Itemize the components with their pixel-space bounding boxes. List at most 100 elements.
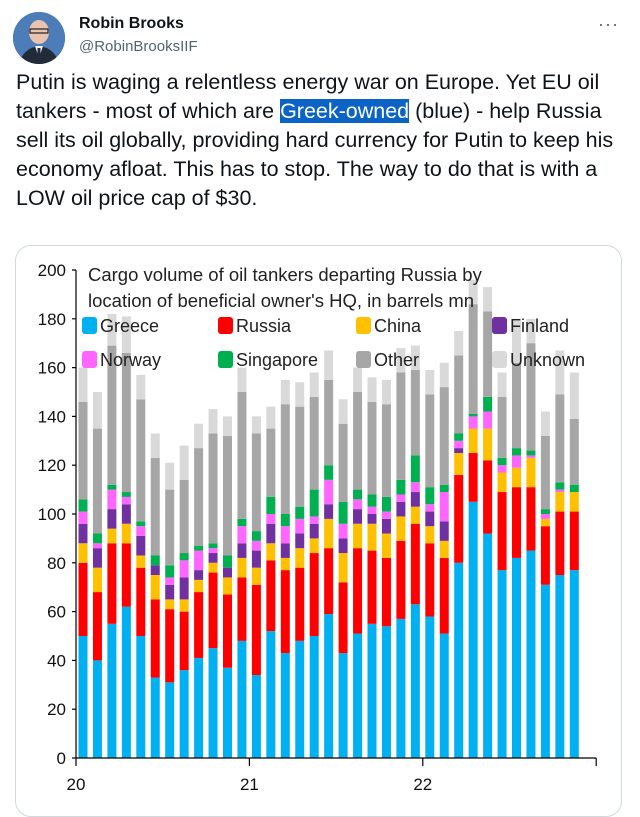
bar-segment-greece	[78, 636, 88, 758]
bar-segment-greece	[194, 657, 204, 758]
bar-segment-other	[208, 433, 218, 544]
bar-segment-finland	[165, 584, 175, 600]
bar-segment-unknown	[136, 374, 146, 400]
bar-segment-norway	[280, 526, 290, 544]
bar-segment-russia	[439, 557, 449, 634]
legend-swatch-other	[356, 351, 371, 368]
bar-segment-russia	[410, 523, 420, 605]
bar-segment-russia	[223, 594, 232, 668]
bar-segment-finland	[208, 553, 218, 563]
bar-segment-other	[165, 489, 175, 566]
bar-segment-singapore	[107, 484, 117, 490]
avatar[interactable]	[13, 12, 65, 64]
legend-label-norway: Norway	[100, 350, 161, 370]
bar-segment-singapore	[425, 487, 435, 505]
bar-segment-other	[92, 428, 102, 534]
author-handle[interactable]: @RobinBrooksIIF	[79, 38, 198, 55]
bar-segment-russia	[121, 543, 131, 607]
bar-segment-unknown	[179, 445, 189, 480]
bar-segment-greece	[381, 626, 391, 758]
bar-segment-norway	[194, 550, 204, 571]
bar-segment-norway	[497, 465, 507, 473]
bar-segment-unknown	[396, 348, 406, 373]
bar-segment-norway	[179, 560, 189, 578]
tweet-text-before: Putin is waging a relentless energy war …	[16, 70, 600, 123]
bar-segment-greece	[555, 575, 565, 758]
y-tick-label: 160	[38, 359, 66, 378]
legend-swatch-finland	[492, 317, 507, 334]
bar-segment-china	[295, 548, 305, 568]
bar-segment-unknown	[208, 409, 218, 434]
bar-segment-unknown	[353, 367, 363, 392]
tweet-text: Putin is waging a relentless energy war …	[16, 68, 626, 213]
bar-segment-china	[179, 599, 189, 612]
bar-segment-other	[324, 379, 334, 466]
bar-segment-unknown	[280, 379, 290, 405]
bar-segment-greece	[309, 636, 319, 758]
bar-segment-other	[179, 479, 189, 554]
bar-segment-other	[425, 394, 435, 488]
bar-segment-other	[497, 396, 507, 458]
bar-segment-greece	[179, 670, 189, 758]
bar-segment-greece	[280, 653, 290, 758]
bar-segment-finland	[353, 509, 363, 524]
bar-segment-singapore	[309, 489, 319, 517]
bar-segment-china	[497, 472, 507, 493]
bar-segment-unknown	[295, 382, 305, 407]
chart-image-card[interactable]: 0 20 40 60 80 100 120 140 160 180 200 20 21 22 Cargo v…	[15, 245, 622, 817]
bar-segment-finland	[280, 543, 290, 558]
bar-segment-other	[367, 401, 377, 495]
bar-segment-unknown	[237, 367, 247, 392]
bar-segment-singapore	[78, 499, 88, 512]
bar-segment-greece	[324, 614, 334, 758]
bar-segment-china	[223, 577, 232, 595]
bar-segment-greece	[251, 675, 261, 758]
bar-segment-finland	[121, 504, 131, 524]
bar-segment-unknown	[425, 370, 435, 395]
bar-segment-china	[280, 557, 290, 571]
bar-segment-singapore	[555, 482, 565, 490]
bar-segment-unknown	[367, 377, 377, 402]
bar-segment-russia	[179, 611, 189, 671]
bar-segment-finland	[454, 448, 464, 453]
author-name[interactable]: Robin Brooks	[79, 15, 184, 32]
bar-segment-greece	[165, 682, 175, 758]
bar-segment-other	[223, 435, 232, 556]
bar-segment-finland	[324, 504, 334, 519]
bar-segment-singapore	[439, 484, 449, 493]
bar-segment-china	[512, 467, 521, 488]
legend-swatch-russia	[218, 317, 233, 334]
legend-label-singapore: Singapore	[236, 350, 318, 370]
bar-segment-china	[439, 540, 449, 558]
bar-segment-unknown	[309, 372, 319, 397]
bar-segment-singapore	[136, 521, 146, 527]
bar-segment-singapore	[92, 533, 102, 544]
bar-segment-china	[526, 457, 536, 488]
bar-segment-unknown	[251, 416, 261, 434]
bar-segment-china	[92, 567, 102, 593]
bar-segment-greece	[136, 636, 146, 758]
bar-segment-singapore	[483, 396, 493, 412]
bar-segment-russia	[150, 599, 160, 678]
bar-segment-finland	[92, 548, 102, 568]
bar-segment-russia	[309, 553, 319, 636]
x-tick-label: 21	[240, 775, 259, 794]
legend-swatch-china	[356, 317, 371, 334]
bar-segment-singapore	[266, 496, 276, 514]
bar-segment-china	[396, 516, 406, 541]
bar-segment-china	[165, 599, 175, 610]
bar-segment-other	[454, 355, 464, 434]
bar-segment-unknown	[439, 362, 449, 388]
bar-segment-norway	[468, 416, 478, 429]
bar-segment-china	[136, 555, 146, 568]
bar-segment-norway	[555, 489, 565, 493]
bar-segment-greece	[353, 633, 363, 758]
more-dots-icon[interactable]: ···	[598, 14, 619, 34]
bar-segment-china	[150, 575, 160, 600]
bar-segment-greece	[107, 623, 117, 758]
bar-segment-finland	[338, 538, 348, 554]
bar-segment-unknown	[381, 379, 391, 405]
bar-segment-singapore	[121, 492, 131, 497]
bar-segment-singapore	[353, 489, 363, 500]
bar-segment-norway	[396, 494, 406, 502]
